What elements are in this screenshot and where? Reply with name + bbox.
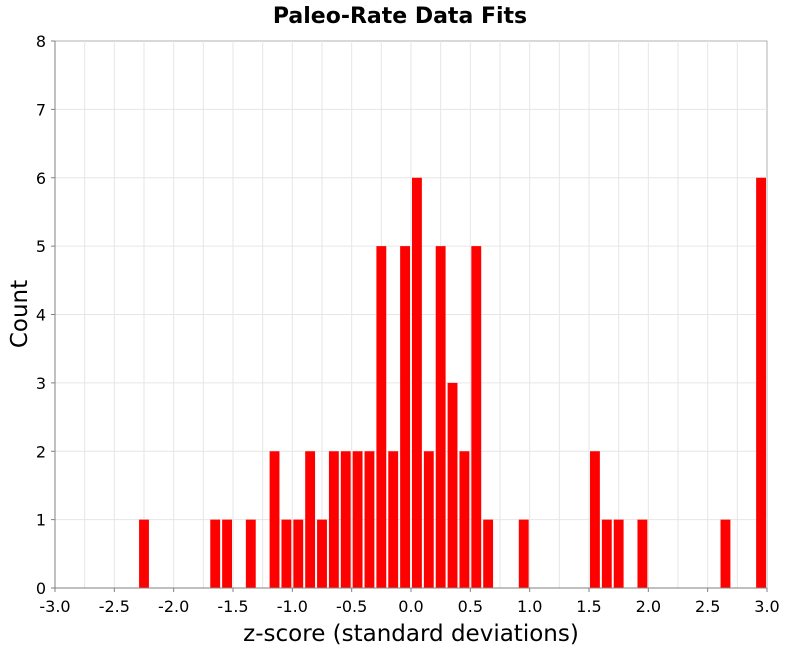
y-tick-labels: 0 1 2 3 4 5 6 7 8 <box>36 32 46 598</box>
x-tick-label: -0.5 <box>336 597 367 616</box>
y-tick-label: 1 <box>36 511 46 530</box>
histogram-bar <box>412 177 422 588</box>
histogram-bar <box>245 519 256 588</box>
histogram-bar <box>400 246 410 588</box>
histogram-bar <box>376 246 387 588</box>
histogram-bar <box>613 519 624 588</box>
y-tick-label: 7 <box>36 100 46 119</box>
histogram-bar <box>435 246 446 588</box>
x-tick-label: -2.5 <box>99 597 130 616</box>
grid-lines <box>55 41 767 588</box>
y-tick-label: 0 <box>36 579 46 598</box>
histogram-bar <box>601 519 612 588</box>
histogram-bar <box>293 519 304 588</box>
x-tick-label: 2.0 <box>636 597 661 616</box>
y-axis-label: Count <box>7 280 33 348</box>
histogram-bar <box>222 519 232 588</box>
x-tick-label: -1.0 <box>277 597 308 616</box>
histogram-bar <box>210 519 221 588</box>
histogram-bar <box>305 451 316 588</box>
histogram-bar <box>483 519 494 588</box>
histogram-bar <box>720 519 731 588</box>
x-tick-label: 1.5 <box>576 597 601 616</box>
histogram-bar <box>471 246 482 588</box>
histogram-bar <box>139 519 149 588</box>
x-tick-label: -1.5 <box>217 597 248 616</box>
histogram-bar <box>340 451 351 588</box>
y-tick-label: 8 <box>36 32 46 51</box>
x-tick-label: 0.5 <box>458 597 483 616</box>
x-tick-label: 1.0 <box>517 597 542 616</box>
histogram-bar <box>518 519 529 588</box>
histogram-bar <box>590 451 600 588</box>
x-tick-label: 3.0 <box>754 597 779 616</box>
x-axis-label: z-score (standard deviations) <box>243 621 579 647</box>
y-tick-label: 3 <box>36 374 46 393</box>
histogram-bar <box>637 519 648 588</box>
histogram-bar <box>756 177 766 588</box>
y-tick-label: 2 <box>36 442 46 461</box>
chart-title: Paleo-Rate Data Fits <box>273 4 527 29</box>
y-tick-label: 4 <box>36 306 46 325</box>
x-tick-label: 0.0 <box>398 597 423 616</box>
histogram-bar <box>364 451 375 588</box>
x-tick-labels: -3.0 -2.5 -2.0 -1.5 -1.0 -0.5 0.0 0.5 1.0 1.5 2.0 2… <box>39 597 779 616</box>
histogram-bar <box>447 382 458 588</box>
axes <box>51 40 768 592</box>
y-tick-label: 6 <box>36 169 46 188</box>
histogram-bar <box>281 519 292 588</box>
histogram-bar <box>317 519 327 588</box>
y-tick-label: 5 <box>36 237 46 256</box>
bars <box>139 177 766 588</box>
histogram-bar <box>328 451 339 588</box>
histogram-bar <box>269 451 280 588</box>
x-tick-label: 2.5 <box>695 597 720 616</box>
x-tick-label: -3.0 <box>39 597 70 616</box>
x-tick-label: -2.0 <box>158 597 189 616</box>
histogram-bar <box>352 451 363 588</box>
histogram-bar <box>388 451 399 588</box>
histogram-bar <box>459 451 470 588</box>
histogram-bar <box>423 451 434 588</box>
